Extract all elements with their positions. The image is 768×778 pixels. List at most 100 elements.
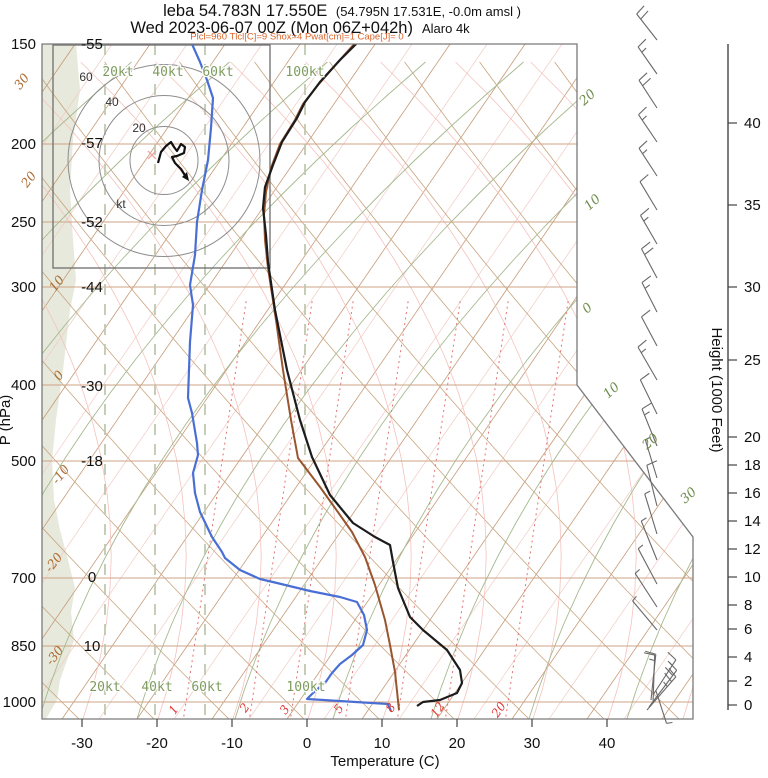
dry-adiabats [42, 61, 533, 719]
wind-barb-feather [637, 339, 647, 348]
pressure-tick-label: 850 [11, 638, 36, 655]
isotherms-brown [59, 44, 526, 719]
model-name: Alaro 4k [422, 21, 470, 36]
wind-barb-feather [641, 241, 651, 250]
isotherms-brown [42, 44, 226, 719]
height-tick-label: 12 [744, 541, 761, 558]
parcel-trace [263, 44, 400, 711]
pressure-tick-label: 300 [11, 279, 36, 296]
wind-barb-feather [637, 38, 647, 48]
kt-gridline-label-bottom: 60kt [191, 680, 222, 695]
height-tick-label: 30 [744, 279, 761, 296]
moist-adiabats [42, 61, 187, 719]
wind-barb-staff [644, 439, 658, 479]
pressure-tick-label: 700 [11, 570, 36, 587]
mixing-ratio [396, 299, 461, 719]
moist-adiabats [756, 62, 768, 722]
isotherms-pink [42, 44, 488, 719]
height-tick-label: 4 [744, 649, 752, 666]
wind-barb-staff [640, 215, 658, 245]
wind-barb-staff [638, 114, 658, 143]
isotherms-brown [359, 44, 693, 719]
wind-barb-feather [644, 247, 654, 256]
isotherms-brown [284, 44, 693, 719]
wind-barb-feather [632, 595, 637, 602]
dry-adiabats [42, 61, 233, 719]
wind-barb-feather [641, 47, 647, 53]
hodograph-box [52, 44, 271, 269]
pressure-tick-label: 1000 [3, 694, 36, 711]
wind-barb-feather [644, 490, 651, 495]
derived-parameters: Plcl=960 Tlcl[C]=9 Shox=4 Pwat[cm]=1 Cap… [190, 32, 403, 43]
hodograph-origin-marker [147, 150, 157, 160]
wind-barb-feather [666, 721, 673, 724]
hodograph-arrow [182, 172, 189, 181]
height-tick-label: 10 [744, 569, 761, 586]
x-axis-title: Temperature (C) [330, 753, 439, 770]
chart-subtitle: Wed 2023-06-07 00Z (Mon 06Z+042h) Alaro 4… [130, 19, 470, 37]
station-title: leba 54.783N 17.550E [163, 2, 327, 20]
temp-tick-label: 40 [599, 735, 616, 752]
isotherm-label: 10 [601, 380, 623, 402]
wind-barb-feather [640, 10, 649, 20]
moist-adiabats [530, 61, 693, 719]
height-tick-label: 18 [744, 457, 761, 474]
sounding-traces [186, 44, 464, 712]
isotherms-brown [584, 44, 693, 719]
wind-barb-feather [644, 284, 651, 289]
wind-barb-staff [638, 148, 658, 177]
dry-adiabats [179, 61, 693, 719]
temperature-trace [261, 44, 464, 707]
wind-barb-staff [634, 573, 658, 608]
mixing-ratio-label: 5 [331, 702, 347, 716]
hodograph-ring-label: 40 [105, 95, 119, 109]
height-tick-label: 25 [744, 352, 761, 369]
isotherms-brown [42, 44, 376, 719]
isotherms-pink [96, 44, 563, 719]
height-tick-label: 0 [744, 697, 752, 714]
dry-adiabats [42, 61, 158, 719]
pressure-tick-label: 250 [11, 214, 36, 231]
isotherms-pink [42, 44, 263, 719]
wind-barb-feather [644, 411, 650, 416]
temp-tick-label: -20 [146, 735, 168, 752]
wind-barb-feather [638, 106, 647, 116]
height-tick-label: 2 [744, 673, 752, 690]
wind-barb-staff [652, 659, 677, 696]
wind-barb-staff [655, 690, 668, 724]
wind-barb-feather [639, 174, 649, 183]
height-tick-label: 16 [744, 485, 761, 502]
temp-tick-label: -10 [221, 735, 243, 752]
wind-barb-feather [641, 309, 651, 318]
wind-barb-staff [641, 282, 658, 313]
kt-gridline-label-bottom: 40kt [141, 680, 172, 695]
temp-tick-label: 30 [524, 735, 541, 752]
mixing-ratio [182, 299, 247, 719]
height-tick-label: 20 [744, 429, 761, 446]
wind-barb-staff [646, 465, 658, 507]
level-temperature-label: -18 [81, 453, 103, 470]
level-temperature-label: -44 [81, 279, 103, 296]
dry-adiabats [554, 61, 693, 719]
wind-barb-feather [645, 650, 656, 655]
wind-barb-feather [641, 115, 647, 121]
dry-adiabats [42, 61, 308, 719]
dry-adiabat-label: 30 [11, 70, 33, 92]
dry-adiabats [104, 61, 683, 719]
wind-barb-staff [641, 316, 658, 347]
dry-adiabat-label: 20 [17, 168, 39, 191]
height-tick-label: 8 [744, 597, 752, 614]
wind-barb-staff [637, 46, 658, 75]
wind-barb-feather [645, 436, 651, 441]
kt-gridline-label-top: 100kt [285, 65, 324, 80]
wind-barb-staff [639, 379, 658, 415]
wind-barb-feather [643, 216, 649, 222]
wind-barb-feather [634, 568, 640, 574]
height-tick-label: 14 [744, 513, 761, 530]
temp-tick-label: -30 [71, 735, 93, 752]
wind-barb-staff [639, 181, 658, 211]
wind-barb-staff [640, 520, 658, 561]
